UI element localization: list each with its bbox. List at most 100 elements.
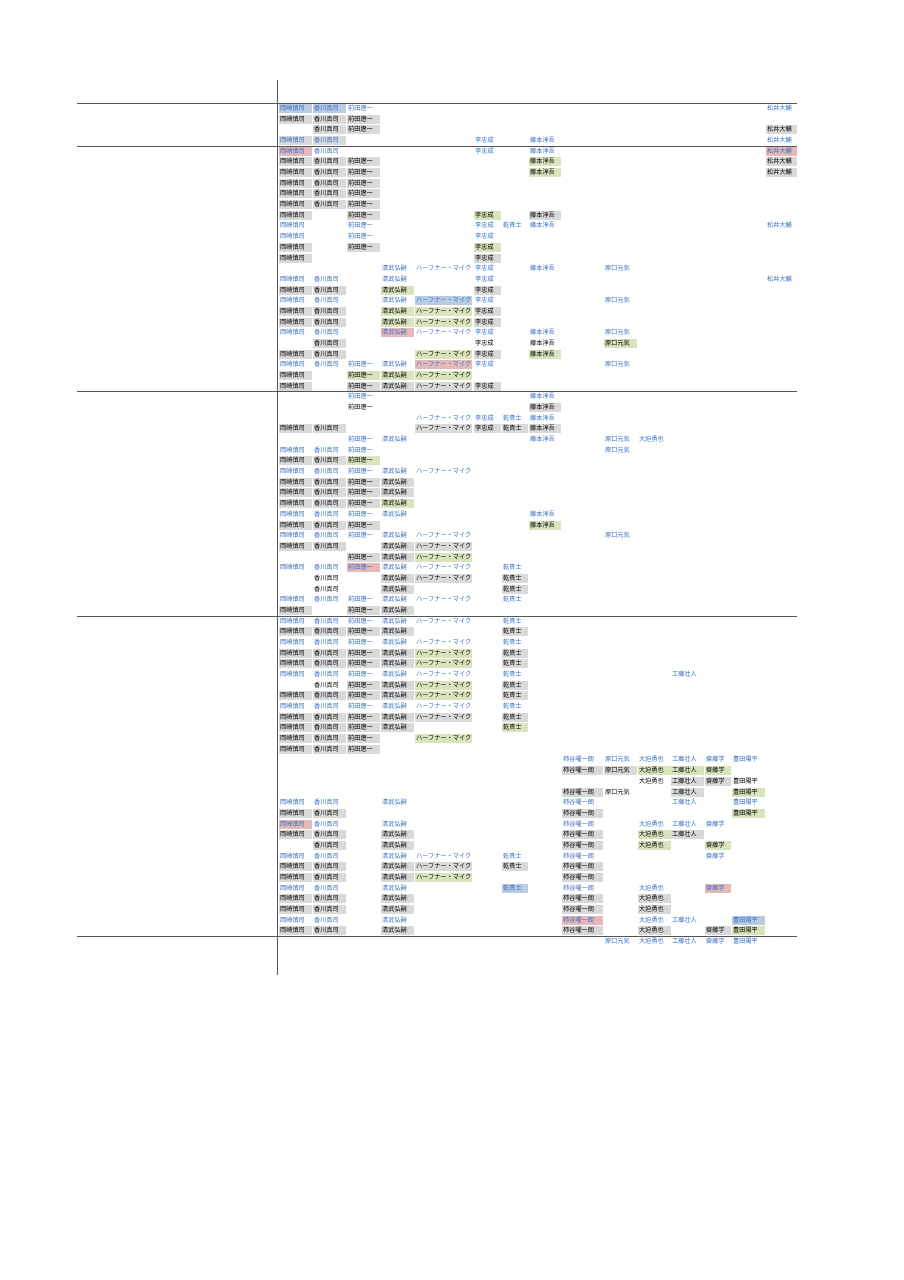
player-cell: 岡崎慎司 [280, 510, 305, 518]
player-cell: 齋藤学 [705, 883, 731, 893]
player-cell: 清武弘嗣 [381, 306, 414, 316]
squad-count [262, 553, 276, 563]
player-cell: 前田遼一 [348, 446, 373, 454]
player-cell: 豊田陽平 [732, 787, 765, 797]
player-cell: 清武弘嗣 [381, 840, 414, 850]
player-cell: 李忠成 [474, 242, 501, 252]
player-cell: 岡崎慎司 [280, 617, 305, 625]
player-cell: 香川真司 [313, 894, 346, 904]
player-cell: 清武弘嗣 [382, 884, 407, 892]
result-mark [224, 189, 233, 199]
player-cell: 岡崎慎司 [279, 691, 312, 701]
player-cell: 乾貴士 [503, 852, 522, 860]
player-cell: 香川真司 [313, 349, 346, 359]
player-cell: 前田遼一 [348, 639, 373, 646]
result-mark [224, 371, 233, 381]
player-cell: 岡崎慎司 [279, 488, 312, 498]
player-cell: 清武弘嗣 [381, 691, 414, 701]
appearance-total [772, 975, 792, 985]
player-cell: 香川真司 [313, 712, 346, 722]
player-cell: 大迫勇也 [639, 436, 664, 444]
squad-count [262, 884, 276, 894]
player-cell: 香川真司 [314, 446, 339, 454]
player-cell: 齋藤学 [706, 756, 725, 764]
squad-count [262, 360, 276, 370]
player-cell: 岡崎慎司 [279, 712, 312, 722]
player-cell: 清武弘嗣 [381, 872, 414, 882]
squad-count [262, 531, 276, 541]
player-cell: ハーフナー・マイク [415, 424, 472, 434]
player-cell: 岡崎慎司 [279, 659, 312, 669]
player-cell: 柿谷曜一朗 [563, 884, 594, 892]
appearance-total [536, 975, 556, 985]
player-cell: 香川真司 [313, 499, 346, 509]
player-cell: 大迫勇也 [638, 905, 671, 914]
player-cell: 岡崎慎司 [279, 136, 312, 146]
squad-count [262, 435, 276, 445]
squad-count [262, 862, 276, 872]
squad-count [262, 264, 276, 274]
player-cell: 清武弘嗣 [382, 361, 407, 369]
player-cell: 前田遼一 [347, 157, 380, 167]
player-cell: 清武弘嗣 [382, 799, 407, 807]
player-cell: 清武弘嗣 [381, 648, 414, 658]
result-mark [224, 830, 233, 840]
result-mark [224, 488, 233, 498]
squad-count [262, 627, 276, 637]
player-cell: ハーフナー・マイク [415, 317, 472, 327]
player-cell: 清武弘嗣 [381, 627, 414, 637]
player-cell: 李忠成 [475, 222, 494, 230]
player-cell: 岡崎慎司 [280, 671, 305, 679]
player-cell: 清武弘嗣 [382, 297, 407, 305]
player-cell: ハーフナー・マイク [415, 648, 472, 658]
result-mark [224, 499, 233, 509]
player-cell: 豊田陽平 [732, 926, 765, 936]
player-cell: 乾貴士 [502, 712, 528, 722]
result-mark [224, 168, 233, 178]
player-cell: ハーフナー・マイク [415, 371, 472, 380]
squad-count [262, 318, 276, 328]
result-mark [224, 125, 233, 135]
player-cell: 前田遼一 [348, 361, 373, 369]
player-cell: 清武弘嗣 [381, 862, 414, 872]
player-cell: 清武弘嗣 [381, 723, 414, 733]
player-cell: 香川真司 [314, 639, 339, 646]
player-cell: ハーフナー・マイク [415, 712, 472, 722]
player-cell: 前田遼一 [348, 404, 373, 412]
player-cell: 工藤壮人 [672, 756, 697, 764]
player-cell: 香川真司 [313, 104, 346, 113]
player-cell: 李忠成 [475, 265, 494, 273]
squad-count [262, 243, 276, 253]
player-cell: 前田遼一 [347, 648, 380, 658]
player-cell: ハーフナー・マイク [415, 349, 472, 359]
squad-count [262, 745, 276, 755]
player-cell: 松井大輔 [767, 275, 792, 283]
player-cell: 李忠成 [475, 414, 494, 422]
player-cell: 前田遼一 [347, 744, 380, 754]
player-cell: 乾貴士 [502, 627, 528, 637]
player-cell: 香川真司 [314, 329, 339, 337]
player-cell: ハーフナー・マイク [416, 639, 472, 646]
header-rule [77, 103, 797, 104]
player-cell: 前田遼一 [348, 703, 373, 711]
player-cell: 岡崎慎司 [279, 157, 312, 167]
player-cell: 豊田陽平 [733, 777, 758, 785]
squad-count [262, 488, 276, 498]
player-cell: 岡崎慎司 [279, 744, 312, 754]
player-cell: 乾貴士 [503, 671, 522, 679]
player-cell: ハーフナー・マイク [416, 703, 472, 711]
squad-count [262, 521, 276, 531]
squad-count [262, 809, 276, 819]
appearance-total [679, 975, 699, 985]
squad-count [262, 670, 276, 680]
squad-count [262, 179, 276, 189]
player-cell: 工藤壮人 [671, 766, 704, 776]
player-cell: 乾貴士 [502, 883, 528, 893]
player-cell: 清武弘嗣 [381, 285, 414, 295]
player-cell: 李忠成 [475, 329, 494, 337]
result-mark [224, 200, 233, 210]
result-mark [224, 339, 233, 349]
player-cell: 清武弘嗣 [382, 265, 407, 273]
squad-count [262, 777, 276, 787]
player-cell: 前田遼一 [347, 371, 380, 380]
